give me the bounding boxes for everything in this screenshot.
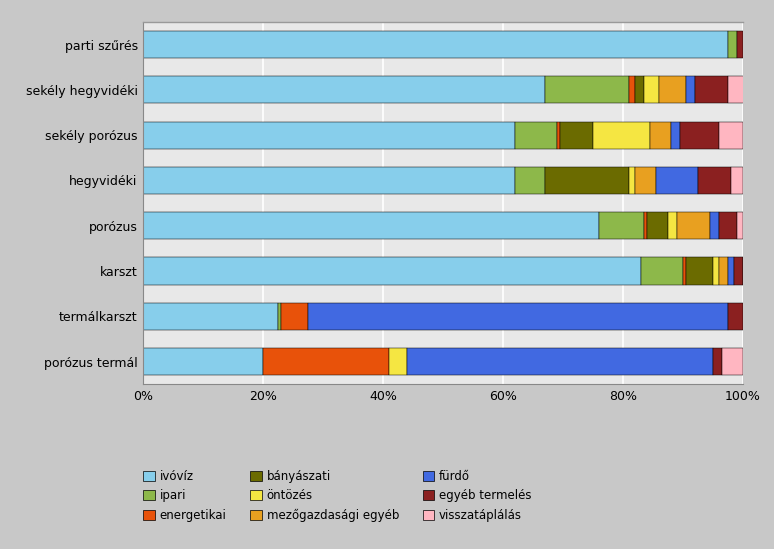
Bar: [635, 167, 656, 194]
Bar: [677, 212, 710, 239]
Bar: [593, 122, 650, 149]
Bar: [671, 122, 680, 149]
Bar: [737, 212, 743, 239]
Bar: [680, 122, 719, 149]
Bar: [728, 76, 749, 104]
Bar: [143, 155, 743, 206]
Bar: [719, 122, 743, 149]
Bar: [143, 212, 599, 239]
Bar: [143, 167, 515, 194]
Bar: [308, 303, 728, 330]
Bar: [635, 76, 644, 104]
Bar: [560, 122, 593, 149]
Bar: [143, 257, 641, 284]
Bar: [143, 122, 515, 149]
Bar: [641, 257, 683, 284]
Bar: [557, 122, 560, 149]
Bar: [686, 76, 695, 104]
Bar: [143, 110, 743, 160]
Bar: [629, 167, 635, 194]
Bar: [743, 257, 749, 284]
Bar: [647, 212, 668, 239]
Bar: [143, 65, 743, 115]
Bar: [281, 303, 308, 330]
Bar: [728, 31, 737, 58]
Legend: ivóvíz, ipari, energetikai, bányászati, öntözés, mezőgazdasági egyéb, fürdő, egy: ivóvíz, ipari, energetikai, bányászati, …: [143, 470, 532, 522]
Bar: [719, 257, 728, 284]
Bar: [728, 303, 743, 330]
Bar: [698, 167, 731, 194]
Bar: [143, 303, 278, 330]
Bar: [263, 348, 389, 376]
Bar: [644, 76, 659, 104]
Bar: [659, 76, 686, 104]
Bar: [143, 31, 728, 58]
Bar: [629, 76, 635, 104]
Bar: [407, 348, 713, 376]
Bar: [728, 257, 734, 284]
Bar: [737, 31, 743, 58]
Bar: [143, 291, 743, 341]
Bar: [278, 303, 281, 330]
Bar: [719, 212, 737, 239]
Bar: [389, 348, 407, 376]
Bar: [143, 76, 545, 104]
Bar: [545, 76, 629, 104]
Bar: [683, 257, 686, 284]
Bar: [143, 246, 743, 296]
Bar: [668, 212, 677, 239]
Bar: [545, 167, 629, 194]
Bar: [713, 348, 722, 376]
Bar: [722, 348, 743, 376]
Bar: [656, 167, 698, 194]
Bar: [713, 257, 719, 284]
Bar: [686, 257, 713, 284]
Bar: [599, 212, 644, 239]
Bar: [710, 212, 719, 239]
Bar: [515, 122, 557, 149]
Bar: [650, 122, 671, 149]
Bar: [143, 19, 743, 70]
Bar: [143, 348, 263, 376]
Bar: [734, 257, 743, 284]
Bar: [644, 212, 647, 239]
Bar: [695, 76, 728, 104]
Bar: [731, 167, 743, 194]
Bar: [143, 200, 743, 251]
Bar: [515, 167, 545, 194]
Bar: [143, 337, 743, 387]
